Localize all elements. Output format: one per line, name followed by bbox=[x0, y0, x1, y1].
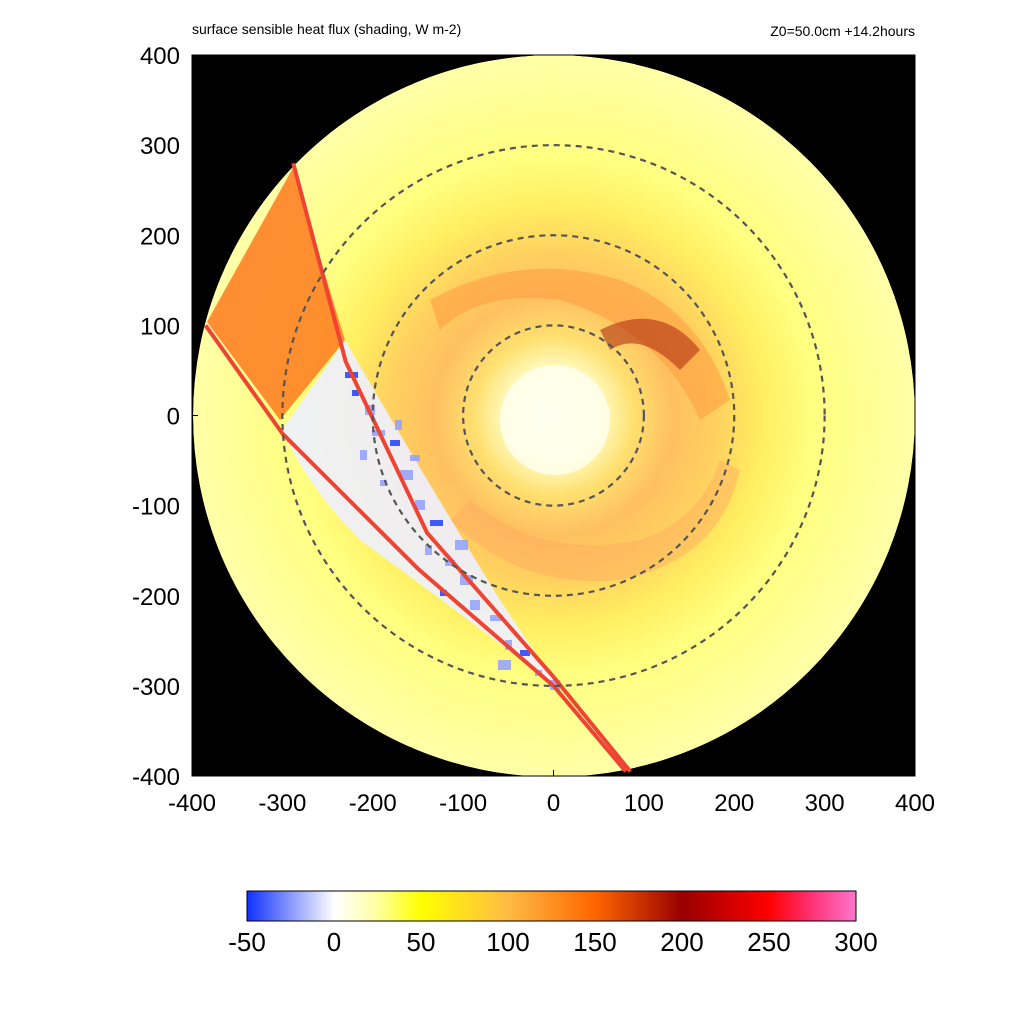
dashed-ring bbox=[371, 234, 736, 597]
colorbar-axis: -50 0 50 100 150 200 250 300 bbox=[228, 927, 877, 957]
spiral-arm-north bbox=[430, 268, 730, 420]
blue-patch bbox=[425, 545, 432, 555]
blue-patch bbox=[520, 650, 530, 656]
blue-patch bbox=[430, 520, 443, 526]
x-tick-label: 0 bbox=[547, 790, 560, 817]
blue-patch bbox=[498, 660, 511, 670]
colorbar-tick-label: -50 bbox=[228, 927, 266, 957]
colorbar-tick-label: 150 bbox=[573, 927, 616, 957]
dashed-ring bbox=[281, 144, 826, 687]
blue-patch bbox=[470, 600, 480, 610]
chart-title: surface sensible heat flux (shading, W m… bbox=[192, 21, 461, 37]
x-tick-label: -300 bbox=[258, 790, 306, 817]
y-axis: -400 -300 -200 -100 0 100 200 300 400 bbox=[132, 43, 198, 791]
x-tick-label: -200 bbox=[349, 790, 397, 817]
x-tick-label: 100 bbox=[624, 790, 664, 817]
colorbar-tick-label: 50 bbox=[407, 927, 436, 957]
colorbar-tick-label: 100 bbox=[486, 927, 529, 957]
x-tick-label: 400 bbox=[895, 790, 935, 817]
run-info: Z0=50.0cm +14.2hours bbox=[770, 23, 915, 39]
y-tick-label: 0 bbox=[167, 404, 180, 431]
colorbar-tick-label: 200 bbox=[660, 927, 703, 957]
y-tick-label: 200 bbox=[140, 223, 180, 250]
band-outer-edge bbox=[291, 162, 632, 773]
x-tick-label: -100 bbox=[439, 790, 487, 817]
blue-patch bbox=[380, 480, 387, 486]
vortex-eye bbox=[500, 365, 610, 475]
x-tick-label: -400 bbox=[168, 790, 216, 817]
y-tick-label: -300 bbox=[132, 674, 180, 701]
dashed-rings bbox=[281, 144, 826, 687]
blue-patch bbox=[360, 450, 367, 460]
spiral-arm-east bbox=[600, 318, 700, 370]
blue-patch bbox=[395, 420, 402, 430]
spiral-arm-south bbox=[450, 460, 740, 582]
colorbar-tick-label: 300 bbox=[834, 927, 877, 957]
blue-patch bbox=[445, 560, 455, 566]
band-inner-edge bbox=[203, 324, 628, 773]
blue-patch bbox=[410, 455, 420, 461]
colorbar-tick-label: 250 bbox=[747, 927, 790, 957]
heat-flux-field bbox=[193, 55, 915, 777]
blue-patch bbox=[490, 615, 503, 621]
x-axis: -400 -300 -200 -100 0 100 200 300 400 bbox=[168, 770, 935, 817]
colorbar bbox=[246, 890, 857, 922]
highlight-band bbox=[203, 162, 632, 773]
blue-patch bbox=[415, 500, 425, 510]
colorbar-tick-label: 0 bbox=[327, 927, 341, 957]
y-tick-label: -100 bbox=[132, 494, 180, 521]
y-tick-label: 100 bbox=[140, 313, 180, 340]
y-tick-label: 300 bbox=[140, 133, 180, 160]
y-tick-label: -200 bbox=[132, 584, 180, 611]
dashed-ring bbox=[462, 324, 645, 507]
blue-patch bbox=[390, 440, 400, 446]
y-tick-label: 400 bbox=[140, 43, 180, 70]
y-tick-label: -400 bbox=[132, 764, 180, 791]
blue-patch bbox=[352, 390, 359, 396]
x-tick-label: 300 bbox=[805, 790, 845, 817]
blue-patch bbox=[400, 470, 413, 480]
blue-patch bbox=[455, 540, 468, 550]
x-tick-label: 200 bbox=[714, 790, 754, 817]
